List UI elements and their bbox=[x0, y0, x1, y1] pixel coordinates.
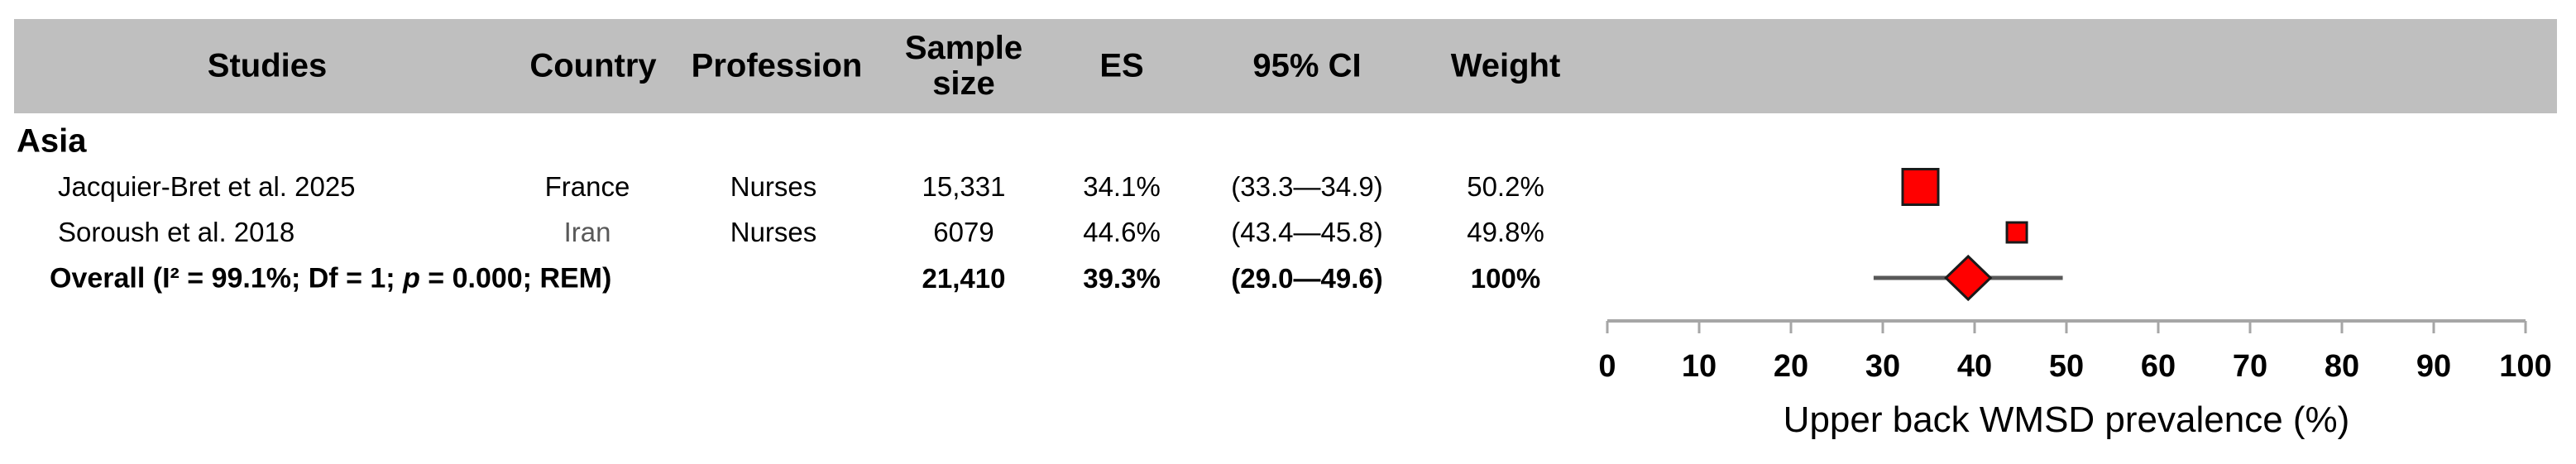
weight-cell: 100% bbox=[1470, 262, 1541, 294]
effect-size-square bbox=[2005, 221, 2028, 244]
x-tick-label: 10 bbox=[1682, 349, 1717, 384]
study-name: Jacquier-Bret et al. 2025 bbox=[58, 171, 356, 202]
x-tick-label: 30 bbox=[1865, 349, 1900, 384]
header-studies: Studies bbox=[207, 47, 328, 84]
header-country: Country bbox=[529, 47, 657, 84]
weight-cell: 49.8% bbox=[1467, 216, 1544, 247]
profession-cell: Nurses bbox=[730, 216, 817, 247]
es-cell: 39.3% bbox=[1083, 262, 1161, 294]
table-header-bar bbox=[14, 19, 2557, 113]
ci-cell: (29.0—49.6) bbox=[1231, 262, 1383, 294]
header-es: ES bbox=[1099, 47, 1144, 84]
x-tick-label: 50 bbox=[2049, 349, 2084, 384]
x-tick-label: 100 bbox=[2499, 349, 2551, 384]
sample-size-cell: 6079 bbox=[933, 216, 994, 247]
study-name: Soroush et al. 2018 bbox=[58, 217, 295, 247]
profession-cell: Nurses bbox=[730, 170, 817, 202]
ci-cell: (43.4—45.8) bbox=[1231, 216, 1383, 247]
overall-label-p: p bbox=[403, 262, 420, 294]
x-tick-label: 20 bbox=[1774, 349, 1808, 384]
overall-label-prefix: Overall (I² = 99.1%; Df = 1; bbox=[50, 262, 404, 294]
x-tick-label: 90 bbox=[2416, 349, 2451, 384]
x-tick-label: 70 bbox=[2233, 349, 2267, 384]
country-cell: Iran bbox=[563, 216, 611, 247]
weight-cell: 50.2% bbox=[1467, 170, 1544, 202]
es-cell: 44.6% bbox=[1083, 216, 1161, 247]
header-ci: 95% CI bbox=[1252, 47, 1362, 84]
sample-size-cell: 21,410 bbox=[922, 262, 1006, 294]
effect-size-square bbox=[1901, 168, 1940, 206]
overall-diamond bbox=[1944, 254, 1993, 302]
sample-size-cell: 15,331 bbox=[922, 170, 1006, 202]
overall-label-suffix: = 0.000; REM) bbox=[419, 262, 612, 294]
x-axis-title: Upper back WMSD prevalence (%) bbox=[1783, 399, 2350, 440]
es-cell: 34.1% bbox=[1083, 170, 1161, 202]
overall-label: Overall (I² = 99.1%; Df = 1; p = 0.000; … bbox=[50, 263, 611, 295]
group-label-asia: Asia bbox=[17, 122, 87, 160]
ci-cell: (33.3—34.9) bbox=[1231, 170, 1383, 202]
header-sample-size: Sample size bbox=[904, 29, 1023, 102]
x-tick-label: 80 bbox=[2325, 349, 2359, 384]
x-tick-label: 0 bbox=[1598, 349, 1616, 384]
header-profession: Profession bbox=[691, 47, 863, 84]
x-tick-label: 60 bbox=[2141, 349, 2176, 384]
header-weight: Weight bbox=[1450, 47, 1561, 84]
x-tick-label: 40 bbox=[1957, 349, 1992, 384]
country-cell: France bbox=[544, 170, 630, 202]
